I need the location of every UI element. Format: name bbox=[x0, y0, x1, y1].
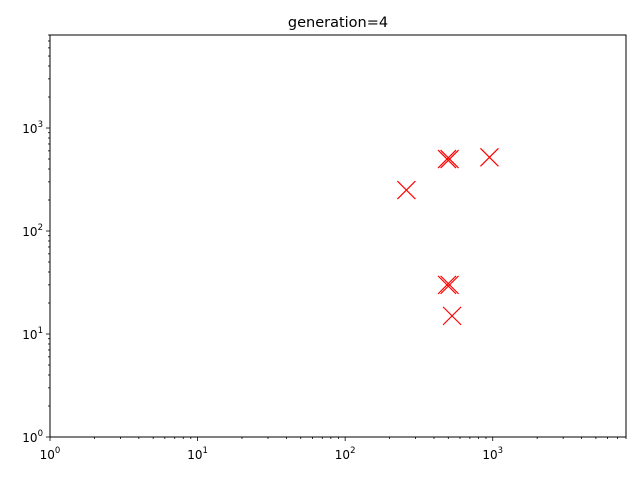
data-point-marker bbox=[480, 147, 499, 167]
x-tick-label: 102 bbox=[335, 446, 356, 462]
chart-title: generation=4 bbox=[288, 15, 388, 31]
y-tick-label: 103 bbox=[22, 120, 43, 136]
data-point-marker bbox=[440, 149, 459, 169]
major-ticks bbox=[46, 127, 494, 441]
plot-area-frame bbox=[49, 34, 627, 438]
y-tick-label: 100 bbox=[22, 429, 43, 445]
data-point-marker bbox=[396, 180, 416, 200]
y-tick-label: 101 bbox=[22, 326, 43, 342]
data-point-marker bbox=[440, 275, 459, 295]
x-tick-label: 103 bbox=[482, 446, 503, 462]
data-point-marker bbox=[437, 149, 457, 169]
y-tick-label: 102 bbox=[22, 223, 43, 239]
data-point-marker bbox=[442, 306, 462, 326]
x-tick-label: 101 bbox=[187, 446, 208, 462]
x-tick-label: 100 bbox=[40, 446, 61, 462]
data-point-marker bbox=[437, 275, 457, 295]
tick-labels: 100 101 102 103 100 101 102 103 bbox=[22, 120, 503, 462]
data-markers bbox=[396, 147, 499, 326]
